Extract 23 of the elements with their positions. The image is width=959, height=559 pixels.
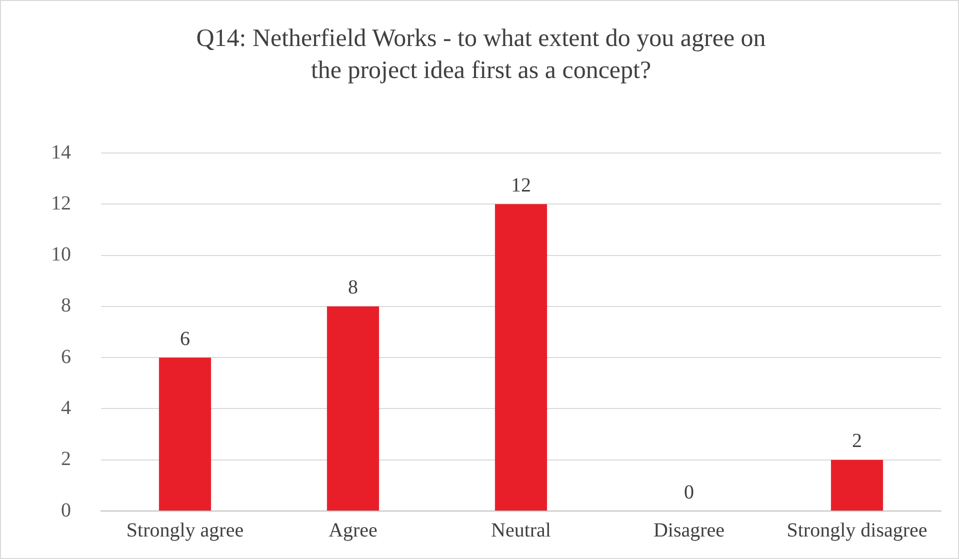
bar: [830, 460, 884, 510]
x-tick-label: Disagree: [653, 519, 725, 542]
y-tick-label: 4: [61, 396, 71, 419]
y-tick-label: 6: [61, 346, 71, 368]
data-label: 6: [180, 328, 190, 350]
bar: [494, 204, 548, 510]
data-label: 8: [348, 276, 358, 299]
y-tick-label: 12: [51, 192, 71, 214]
chart-title: Q14: Netherfield Works - to what extent do you agree on the project idea first as a concept?: [195, 24, 767, 86]
bar: [158, 358, 212, 510]
y-tick-label: 10: [51, 244, 71, 266]
y-tick-label: 8: [61, 294, 71, 317]
data-label: 2: [852, 430, 862, 452]
y-tick-label: 2: [61, 448, 71, 470]
x-tick-label: Strongly disagree: [786, 519, 928, 542]
y-tick-label: 0: [61, 499, 71, 522]
x-tick-label: Neutral: [491, 519, 552, 542]
data-label: 0: [684, 481, 694, 504]
bar: [326, 306, 380, 510]
x-tick-label: Strongly agree: [126, 519, 244, 542]
x-tick-label: Agree: [328, 519, 378, 542]
y-tick-label: 14: [51, 141, 71, 164]
data-label: 12: [511, 174, 531, 196]
